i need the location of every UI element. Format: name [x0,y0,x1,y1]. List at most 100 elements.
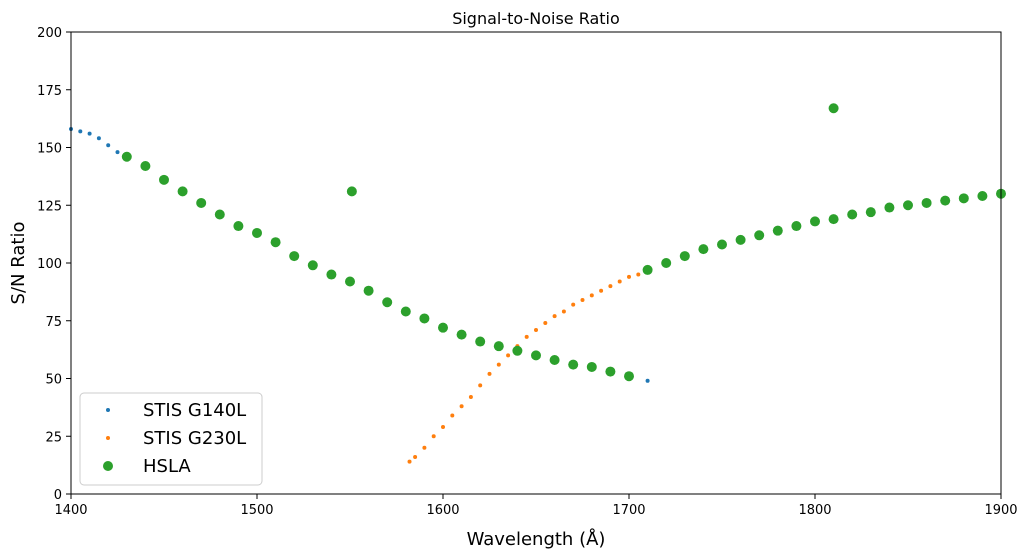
point-hsla [512,345,523,356]
y-tick-label: 50 [45,373,62,388]
point-stis-g230l [496,362,501,367]
point-stis-g140l [78,129,83,134]
point-hsla [177,186,188,197]
point-stis-g230l [571,302,576,307]
chart-title: Signal-to-Noise Ratio [452,9,620,28]
point-stis-g230l [561,309,566,314]
point-hsla [475,336,486,347]
point-hsla [270,237,281,248]
point-stis-g230l [534,327,538,332]
point-hsla [456,329,467,340]
point-stis-g230l [506,353,511,358]
point-hsla [419,313,430,324]
point-hsla [307,260,318,271]
point-hsla [940,195,951,206]
point-stis-g230l [413,455,418,460]
point-hsla [252,227,262,238]
point-stis-g230l [580,297,585,302]
y-tick-label: 200 [37,26,62,41]
point-hsla [214,209,225,220]
legend-box [79,392,263,486]
point-hsla [679,251,690,262]
point-stis-g230l [441,425,445,430]
point-stis-g230l [608,284,613,289]
point-hsla [346,186,357,197]
point-stis-g230l [627,274,631,279]
point-stis-g230l [636,272,641,277]
point-hsla [140,160,151,171]
y-tick-label: 125 [37,199,62,214]
point-stis-g230l [599,288,604,293]
point-stis-g230l [431,434,436,439]
point-hsla [847,209,858,220]
point-hsla [717,239,727,250]
point-hsla [438,322,448,333]
point-hsla [363,285,374,296]
point-stis-g230l [407,459,412,464]
point-hsla [791,221,802,232]
y-tick-label: 0 [54,488,62,503]
point-stis-g140l [106,143,111,148]
point-stis-g140l [87,131,92,136]
series-hsla [121,103,1006,382]
point-stis-g230l [422,445,427,450]
legend: STIS G140L STIS G230L HSLA [79,392,263,486]
point-stis-g140l [645,378,650,383]
point-hsla [121,151,132,162]
point-hsla [549,355,560,366]
point-stis-g230l [617,279,622,284]
tick-layer: 1400 1500 1600 1700 1800 1900 0 25 50 75 100 125 150… [37,26,1017,518]
point-hsla [828,214,839,225]
point-hsla [493,341,504,352]
point-hsla [772,225,783,236]
point-hsla [531,350,541,361]
point-hsla [661,258,672,268]
point-stis-g230l [468,394,473,399]
legend-marker-stis-g230l [106,436,110,440]
x-tick-label: 1700 [612,503,645,518]
point-hsla [642,264,653,275]
point-hsla [586,361,597,372]
point-hsla [884,202,895,213]
point-stis-g140l [96,136,101,141]
point-hsla [159,174,169,185]
point-hsla [921,197,932,208]
legend-label-stis-g140l: STIS G140L [143,400,246,421]
point-hsla [345,276,355,287]
y-axis-label: S/N Ratio [8,222,29,305]
y-tick-label: 100 [37,257,62,272]
legend-marker-hsla [103,461,113,471]
point-hsla [735,234,746,245]
point-stis-g230l [589,293,594,298]
point-hsla [958,193,969,204]
x-tick-label: 1400 [54,503,87,518]
point-hsla [605,366,616,377]
point-hsla [233,221,244,232]
point-hsla [326,269,337,280]
point-stis-g230l [552,314,557,319]
x-tick-label: 1900 [984,503,1017,518]
point-stis-g230l [524,334,529,339]
point-hsla [810,216,820,227]
point-hsla [400,306,411,317]
point-stis-g140l [115,150,120,155]
marks-layer [69,103,1006,464]
point-hsla [865,207,876,218]
x-tick-label: 1600 [426,503,459,518]
point-stis-g230l [543,321,548,326]
x-tick-label: 1500 [240,503,273,518]
y-tick-label: 150 [37,142,62,157]
point-stis-g230l [487,371,492,376]
y-tick-label: 25 [45,430,62,445]
legend-marker-stis-g140l [106,408,110,412]
point-hsla [698,244,709,255]
point-hsla [977,191,988,202]
legend-label-hsla: HSLA [143,456,191,477]
point-hsla [828,103,839,114]
point-hsla [289,251,300,262]
point-stis-g230l [478,383,483,388]
point-hsla [568,359,579,370]
point-hsla [754,230,765,241]
legend-label-stis-g230l: STIS G230L [143,428,246,449]
